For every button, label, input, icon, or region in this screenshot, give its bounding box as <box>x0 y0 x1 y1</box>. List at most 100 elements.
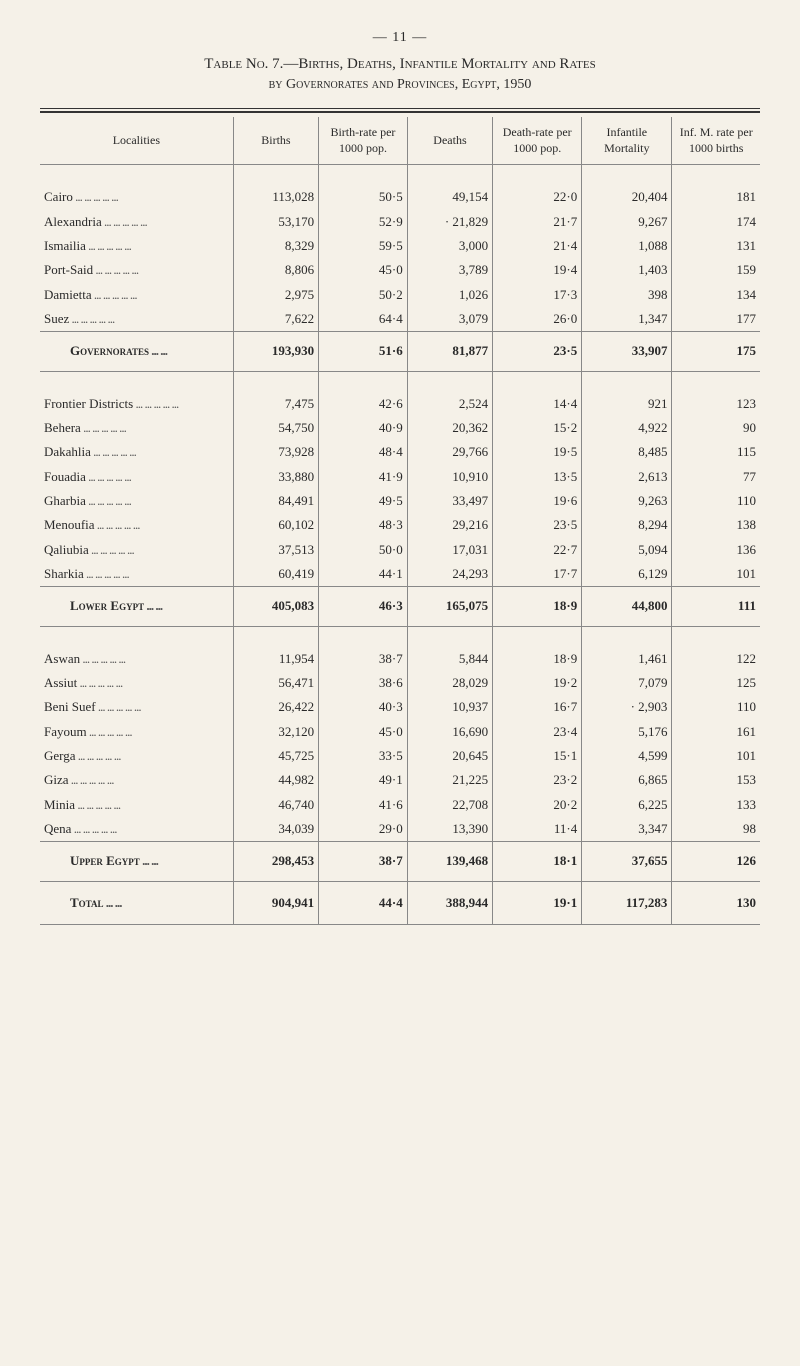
spacer-cell <box>672 371 760 392</box>
cell-deaths: 17,031 <box>407 538 492 562</box>
data-row: Menoufia60,10248·329,21623·58,294138 <box>40 513 760 537</box>
row-label: Sharkia <box>40 562 233 587</box>
cell-br: 38·7 <box>319 842 408 881</box>
cell-imr: 90 <box>672 416 760 440</box>
cell-deaths: · 21,829 <box>407 210 492 234</box>
section-total-row: Governorates193,93051·681,87723·533,9071… <box>40 332 760 371</box>
data-row: Beni Suef26,42240·310,93716·7· 2,903110 <box>40 695 760 719</box>
cell-br: 38·6 <box>319 671 408 695</box>
cell-births: 53,170 <box>233 210 318 234</box>
col-deathrate: Death-rate per 1000 pop. <box>493 117 582 165</box>
col-infmort: Infantile Mortality <box>582 117 672 165</box>
cell-births: 44,982 <box>233 768 318 792</box>
row-label: Qena <box>40 817 233 842</box>
col-birthrate: Birth-rate per 1000 pop. <box>319 117 408 165</box>
data-row: Damietta2,97550·21,02617·3398134 <box>40 283 760 307</box>
cell-imr: 111 <box>672 587 760 626</box>
data-row: Frontier Districts7,47542·62,52414·49211… <box>40 392 760 416</box>
cell-br: 33·5 <box>319 744 408 768</box>
data-row: Qena34,03929·013,39011·43,34798 <box>40 817 760 842</box>
row-label: Total <box>40 881 233 924</box>
data-row: Suez7,62264·43,07926·01,347177 <box>40 307 760 332</box>
row-label: Dakahlia <box>40 440 233 464</box>
cell-imr: 123 <box>672 392 760 416</box>
cell-births: 33,880 <box>233 465 318 489</box>
cell-births: 26,422 <box>233 695 318 719</box>
cell-dr: 19·4 <box>493 258 582 282</box>
cell-imr: 138 <box>672 513 760 537</box>
cell-im: 921 <box>582 392 672 416</box>
spacer-cell <box>672 165 760 186</box>
cell-im: 1,088 <box>582 234 672 258</box>
cell-br: 50·2 <box>319 283 408 307</box>
row-label: Fayoum <box>40 720 233 744</box>
cell-im: 8,294 <box>582 513 672 537</box>
cell-births: 7,475 <box>233 392 318 416</box>
col-births: Births <box>233 117 318 165</box>
cell-deaths: 16,690 <box>407 720 492 744</box>
cell-births: 56,471 <box>233 671 318 695</box>
cell-dr: 22·7 <box>493 538 582 562</box>
cell-births: 2,975 <box>233 283 318 307</box>
data-row: Behera54,75040·920,36215·24,92290 <box>40 416 760 440</box>
cell-im: 3,347 <box>582 817 672 842</box>
cell-br: 52·9 <box>319 210 408 234</box>
cell-dr: 21·7 <box>493 210 582 234</box>
cell-dr: 13·5 <box>493 465 582 489</box>
cell-deaths: 24,293 <box>407 562 492 587</box>
spacer-cell <box>319 626 408 647</box>
data-row: Fouadia33,88041·910,91013·52,61377 <box>40 465 760 489</box>
cell-deaths: 3,789 <box>407 258 492 282</box>
cell-deaths: 81,877 <box>407 332 492 371</box>
cell-im: 37,655 <box>582 842 672 881</box>
cell-births: 84,491 <box>233 489 318 513</box>
rule-top <box>40 108 760 113</box>
cell-dr: 19·2 <box>493 671 582 695</box>
row-label: Beni Suef <box>40 695 233 719</box>
spacer-row <box>40 371 760 392</box>
cell-imr: 125 <box>672 671 760 695</box>
cell-dr: 26·0 <box>493 307 582 332</box>
spacer-cell <box>233 371 318 392</box>
cell-imr: 159 <box>672 258 760 282</box>
cell-deaths: 29,216 <box>407 513 492 537</box>
cell-dr: 23·2 <box>493 768 582 792</box>
cell-dr: 14·4 <box>493 392 582 416</box>
data-row: Gharbia84,49149·533,49719·69,263110 <box>40 489 760 513</box>
cell-births: 904,941 <box>233 881 318 924</box>
cell-dr: 22·0 <box>493 185 582 209</box>
cell-births: 54,750 <box>233 416 318 440</box>
cell-deaths: 21,225 <box>407 768 492 792</box>
cell-dr: 16·7 <box>493 695 582 719</box>
data-row: Qaliubia37,51350·017,03122·75,094136 <box>40 538 760 562</box>
cell-dr: 15·2 <box>493 416 582 440</box>
cell-deaths: 20,645 <box>407 744 492 768</box>
spacer-cell <box>233 626 318 647</box>
cell-br: 50·0 <box>319 538 408 562</box>
cell-im: 1,403 <box>582 258 672 282</box>
spacer-cell <box>40 165 233 186</box>
row-label: Frontier Districts <box>40 392 233 416</box>
cell-deaths: 13,390 <box>407 817 492 842</box>
row-label: Gerga <box>40 744 233 768</box>
cell-imr: 181 <box>672 185 760 209</box>
cell-im: 1,347 <box>582 307 672 332</box>
row-label: Aswan <box>40 647 233 671</box>
cell-deaths: 1,026 <box>407 283 492 307</box>
cell-dr: 15·1 <box>493 744 582 768</box>
cell-deaths: 10,910 <box>407 465 492 489</box>
row-label: Minia <box>40 793 233 817</box>
spacer-cell <box>319 371 408 392</box>
cell-br: 38·7 <box>319 647 408 671</box>
data-row: Fayoum32,12045·016,69023·45,176161 <box>40 720 760 744</box>
cell-im: 20,404 <box>582 185 672 209</box>
spacer-cell <box>407 626 492 647</box>
spacer-cell <box>672 626 760 647</box>
cell-deaths: 33,497 <box>407 489 492 513</box>
row-label: Qaliubia <box>40 538 233 562</box>
spacer-row <box>40 165 760 186</box>
cell-births: 193,930 <box>233 332 318 371</box>
cell-im: 44,800 <box>582 587 672 626</box>
spacer-cell <box>407 165 492 186</box>
cell-deaths: 165,075 <box>407 587 492 626</box>
